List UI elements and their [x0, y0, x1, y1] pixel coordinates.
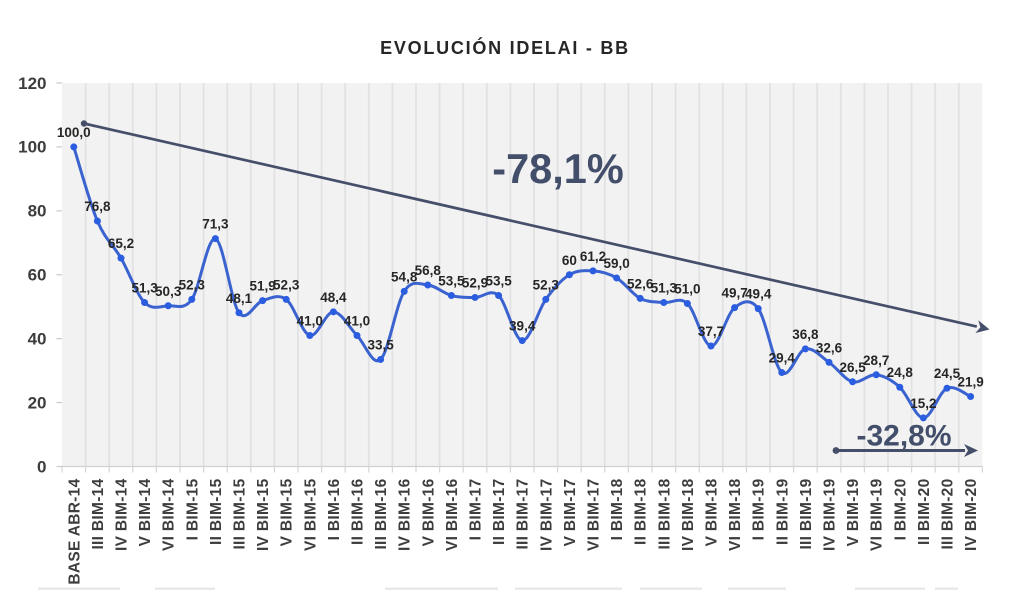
svg-text:71,3: 71,3: [202, 217, 229, 232]
svg-text:IV BIM-15: IV BIM-15: [255, 478, 272, 551]
svg-text:40: 40: [28, 329, 47, 348]
svg-text:51,9: 51,9: [249, 279, 275, 294]
svg-text:36,8: 36,8: [792, 327, 819, 342]
svg-text:III BIM-18: III BIM-18: [656, 478, 673, 549]
svg-text:BASE ABR-14: BASE ABR-14: [66, 478, 83, 584]
svg-text:VI BIM-18: VI BIM-18: [727, 478, 744, 551]
svg-text:I BIM-17: I BIM-17: [468, 479, 485, 541]
svg-text:48,4: 48,4: [320, 290, 347, 305]
svg-text:24,5: 24,5: [934, 366, 961, 381]
svg-text:60: 60: [28, 266, 47, 285]
svg-text:V BIM-14: V BIM-14: [137, 478, 154, 546]
svg-text:21,9: 21,9: [957, 375, 983, 390]
svg-text:V BIM-15: V BIM-15: [279, 478, 296, 546]
svg-text:24,8: 24,8: [887, 365, 914, 380]
svg-text:VI BIM-14: VI BIM-14: [161, 478, 178, 551]
svg-text:52,9: 52,9: [462, 275, 488, 290]
svg-text:V BIM-17: V BIM-17: [562, 479, 579, 547]
svg-text:-32,8%: -32,8%: [856, 420, 951, 453]
svg-text:II BIM-16: II BIM-16: [350, 478, 367, 545]
svg-text:100: 100: [18, 138, 46, 157]
svg-text:II BIM-18: II BIM-18: [633, 478, 650, 545]
svg-text:51,3: 51,3: [131, 281, 158, 296]
svg-text:0: 0: [37, 457, 46, 476]
svg-text:V BIM-16: V BIM-16: [420, 478, 437, 546]
svg-text:VI BIM-16: VI BIM-16: [444, 478, 461, 551]
svg-text:33,5: 33,5: [367, 337, 394, 352]
svg-text:-78,1%: -78,1%: [492, 145, 624, 192]
svg-text:59,0: 59,0: [603, 256, 629, 271]
svg-text:41,0: 41,0: [297, 313, 323, 328]
svg-text:20: 20: [28, 393, 47, 412]
svg-text:65,2: 65,2: [108, 236, 134, 251]
svg-text:32,6: 32,6: [816, 340, 843, 355]
svg-text:IV BIM-18: IV BIM-18: [680, 478, 697, 551]
svg-text:IV BIM-16: IV BIM-16: [397, 478, 414, 551]
svg-text:I BIM-15: I BIM-15: [184, 478, 201, 540]
svg-text:53,5: 53,5: [438, 274, 465, 289]
svg-text:61,2: 61,2: [580, 249, 606, 264]
svg-text:I BIM-20: I BIM-20: [892, 479, 909, 541]
svg-text:51,0: 51,0: [674, 282, 700, 297]
svg-text:III BIM-14: III BIM-14: [90, 478, 107, 549]
svg-text:III BIM-17: III BIM-17: [515, 479, 532, 550]
svg-text:100,0: 100,0: [57, 125, 91, 140]
svg-text:II BIM-17: II BIM-17: [491, 479, 508, 545]
svg-text:52,3: 52,3: [179, 277, 206, 292]
svg-text:53,5: 53,5: [485, 274, 512, 289]
svg-text:II BIM-15: II BIM-15: [208, 478, 225, 545]
svg-text:49,4: 49,4: [745, 287, 772, 302]
svg-text:III BIM-16: III BIM-16: [373, 478, 390, 549]
svg-text:54,8: 54,8: [391, 269, 418, 284]
svg-text:51,3: 51,3: [651, 281, 678, 296]
svg-text:15,2: 15,2: [910, 396, 936, 411]
svg-text:26,5: 26,5: [839, 360, 866, 375]
svg-text:I BIM-16: I BIM-16: [326, 478, 343, 540]
svg-text:VI BIM-17: VI BIM-17: [586, 479, 603, 551]
svg-text:IV BIM-20: IV BIM-20: [963, 479, 980, 551]
svg-text:52,3: 52,3: [533, 277, 560, 292]
svg-text:IV BIM-19: IV BIM-19: [822, 478, 839, 551]
svg-text:VI BIM-19: VI BIM-19: [869, 478, 886, 551]
svg-text:37,7: 37,7: [698, 324, 724, 339]
svg-text:IV BIM-17: IV BIM-17: [538, 479, 555, 551]
svg-text:52,6: 52,6: [627, 276, 654, 291]
svg-text:I BIM-19: I BIM-19: [751, 478, 768, 540]
svg-text:II BIM-19: II BIM-19: [774, 478, 791, 545]
svg-text:V BIM-18: V BIM-18: [704, 478, 721, 546]
svg-text:I BIM-18: I BIM-18: [609, 478, 626, 540]
svg-text:80: 80: [28, 202, 47, 221]
svg-text:IV BIM-14: IV BIM-14: [114, 478, 131, 551]
svg-text:60: 60: [562, 253, 577, 268]
svg-text:III BIM-20: III BIM-20: [940, 479, 957, 550]
svg-text:III BIM-15: III BIM-15: [232, 478, 249, 549]
svg-text:29,4: 29,4: [769, 351, 796, 366]
svg-text:41,0: 41,0: [344, 313, 370, 328]
svg-text:III BIM-19: III BIM-19: [798, 478, 815, 549]
svg-text:EVOLUCIÓN IDELAI - BB: EVOLUCIÓN IDELAI - BB: [380, 37, 630, 58]
svg-text:50,3: 50,3: [155, 284, 182, 299]
svg-text:120: 120: [18, 74, 46, 93]
svg-text:52,3: 52,3: [273, 277, 300, 292]
svg-text:39,4: 39,4: [509, 319, 536, 334]
svg-text:48,1: 48,1: [226, 291, 253, 306]
svg-text:V BIM-19: V BIM-19: [845, 478, 862, 546]
svg-text:II BIM-20: II BIM-20: [916, 479, 933, 545]
svg-text:56,8: 56,8: [415, 263, 442, 278]
svg-text:28,7: 28,7: [863, 353, 889, 368]
svg-text:VI BIM-15: VI BIM-15: [302, 478, 319, 551]
svg-text:76,8: 76,8: [84, 199, 111, 214]
svg-text:49,7: 49,7: [721, 286, 747, 301]
